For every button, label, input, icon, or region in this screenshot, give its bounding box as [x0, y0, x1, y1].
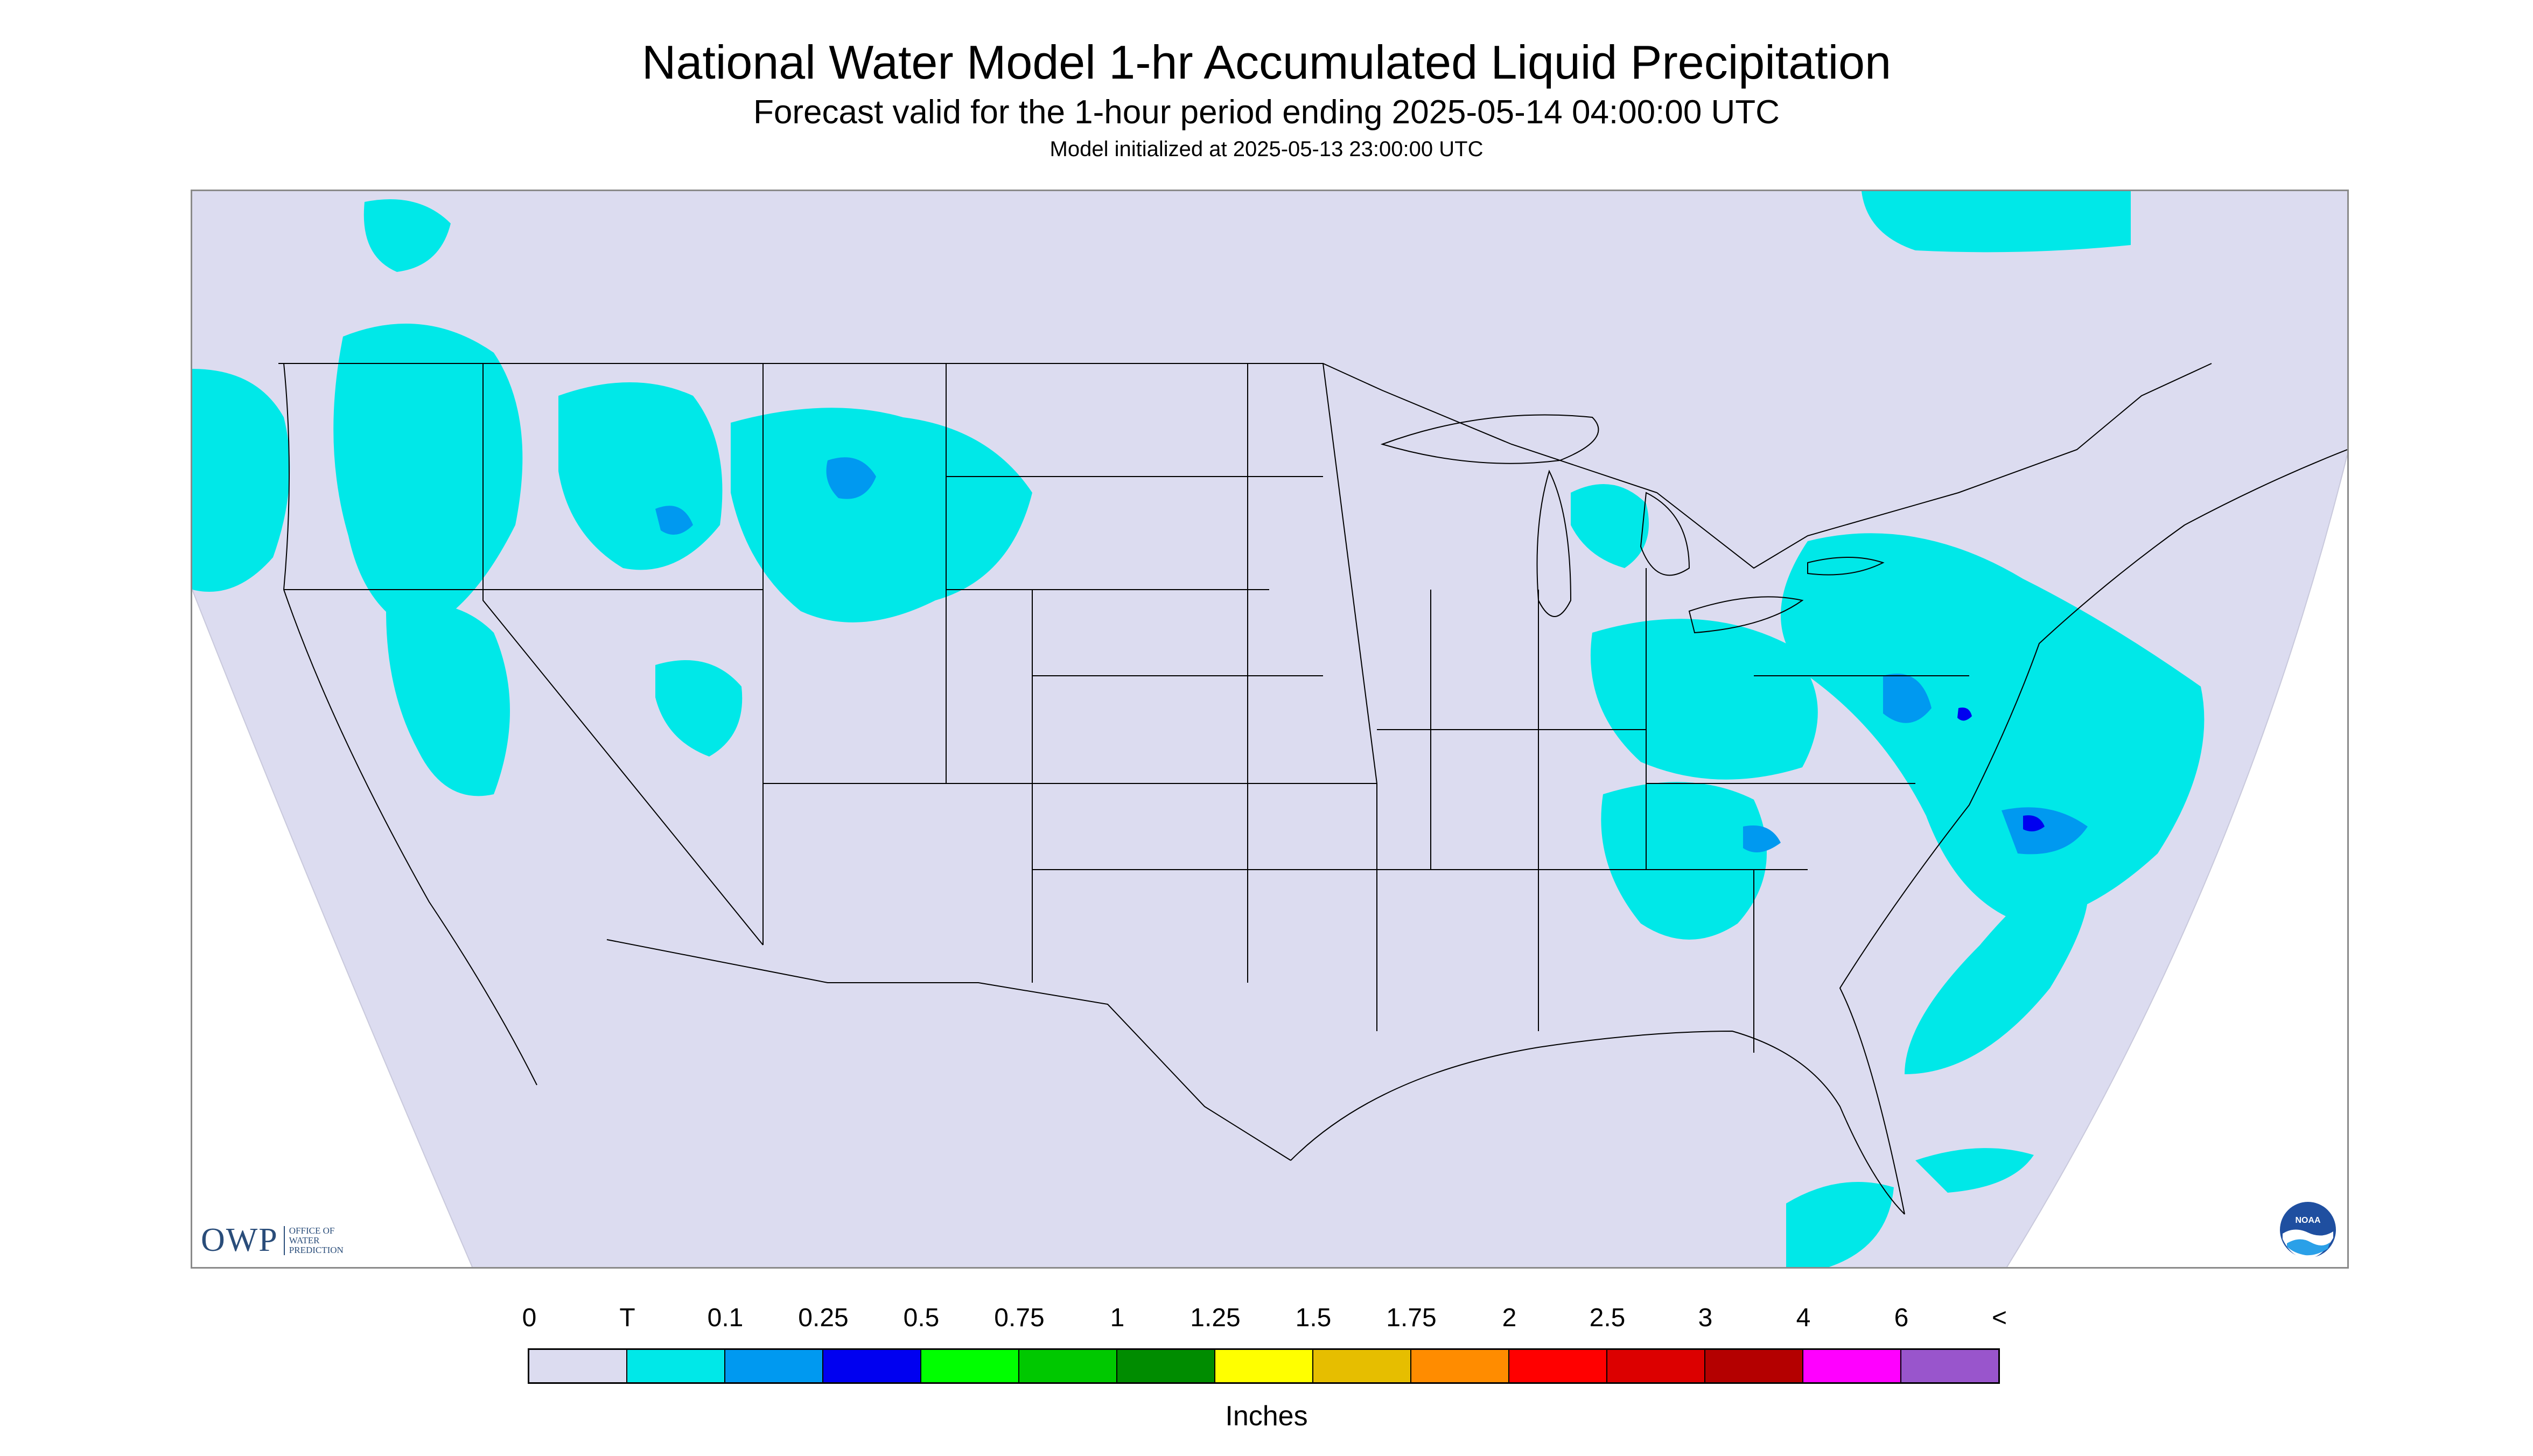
- precip-moderate-offshore: [2023, 815, 2045, 831]
- precip-moderate-areas: [1957, 708, 2045, 831]
- legend-tick-label: 1.25: [1190, 1304, 1241, 1332]
- legend-swatch: [1705, 1350, 1803, 1382]
- lake-michigan: [1536, 470, 1572, 617]
- legend-swatch: [1313, 1350, 1411, 1382]
- legend-tick-label: 2: [1502, 1304, 1517, 1332]
- lake-erie: [1688, 596, 1804, 634]
- state-lines-east: [1377, 568, 1969, 1053]
- legend-swatch: [1509, 1350, 1607, 1382]
- legend-tick-label: 0.25: [798, 1304, 849, 1332]
- precip-area-atlantic-band: [1905, 864, 2089, 1074]
- owp-logo-text: OFFICE OF WATER PREDICTION: [283, 1226, 359, 1255]
- lake-superior: [1380, 414, 1599, 464]
- legend-swatch: [1215, 1350, 1313, 1382]
- legend-tick-label: 6: [1894, 1304, 1909, 1332]
- state-lines-west: [284, 363, 1269, 983]
- legend-tick-label: T: [619, 1304, 635, 1332]
- us-canada-border: [278, 363, 2212, 569]
- precip-area-canada-north: [363, 199, 451, 272]
- precip-area-michigan: [1571, 484, 1649, 568]
- legend-tick-label: 0.5: [903, 1304, 940, 1332]
- legend-swatch: [529, 1350, 627, 1382]
- precip-light-mid-atlantic: [1883, 674, 1932, 723]
- precipitation-map: OWP OFFICE OF WATER PREDICTION NOAA: [191, 190, 2349, 1269]
- lake-huron: [1640, 492, 1690, 576]
- owp-logo: OWP OFFICE OF WATER PREDICTION: [201, 1221, 359, 1259]
- legend-tick-label: 0.1: [707, 1304, 744, 1332]
- owp-logo-mark: OWP: [201, 1222, 278, 1258]
- west-coast: [283, 363, 537, 1086]
- legend-swatch: [1117, 1350, 1215, 1382]
- legend-swatch: [1607, 1350, 1705, 1382]
- precip-trace-areas: [192, 191, 2205, 1267]
- legend-swatches: [528, 1348, 2000, 1384]
- us-mexico-border: [606, 939, 1291, 1161]
- projection-edge: [192, 454, 2347, 1267]
- map-canvas: [192, 191, 2347, 1267]
- legend-swatch: [1019, 1350, 1117, 1382]
- state-lines-central: [946, 363, 1377, 1031]
- precip-area-montana-wyoming: [731, 408, 1032, 622]
- precip-area-northeast-main: [1781, 533, 2205, 923]
- legend-units-label: Inches: [1225, 1401, 1308, 1432]
- legend-tick-label: <: [1991, 1304, 2007, 1332]
- legend-tick-label: 1.75: [1386, 1304, 1437, 1332]
- precip-area-pacific-nw: [192, 369, 290, 592]
- precip-area-southeast: [1601, 782, 1767, 940]
- legend-swatch: [1411, 1350, 1509, 1382]
- legend-tick-label: 0.75: [994, 1304, 1045, 1332]
- legend-swatch: [725, 1350, 823, 1382]
- precip-area-ohio-valley: [1590, 619, 1818, 780]
- legend-tick-label: 0: [522, 1304, 537, 1332]
- precip-moderate-chesapeake: [1957, 708, 1972, 721]
- forecast-valid-subtitle: Forecast valid for the 1-hour period end…: [753, 94, 1780, 131]
- gulf-coast: [1290, 1030, 1905, 1215]
- precip-light-carolinas: [1743, 825, 1781, 852]
- legend-swatch: [921, 1350, 1019, 1382]
- legend-tick-label: 4: [1796, 1304, 1811, 1332]
- precip-light-idaho: [655, 506, 693, 535]
- precip-area-gulf-atlantic: [1915, 1148, 2034, 1193]
- precip-light-montana: [826, 457, 876, 499]
- precip-area-utah: [655, 660, 743, 757]
- precip-area-quebec: [1862, 191, 2131, 253]
- legend-tick-label: 1: [1110, 1304, 1125, 1332]
- map-title: National Water Model 1-hr Accumulated Li…: [641, 36, 1892, 89]
- legend-swatch: [1901, 1350, 1998, 1382]
- precip-area-great-basin: [386, 604, 510, 796]
- legend-tick-label: 1.5: [1295, 1304, 1332, 1332]
- boundaries: [278, 363, 2347, 1215]
- precip-area-bahamas: [1786, 1182, 1894, 1267]
- model-init-label: Model initialized at 2025-05-13 23:00:00…: [1049, 137, 1484, 161]
- legend-tick-label: 3: [1698, 1304, 1713, 1332]
- noaa-logo-icon: NOAA: [2280, 1202, 2336, 1258]
- lake-ontario: [1807, 557, 1885, 576]
- noaa-logo-text: NOAA: [2295, 1216, 2321, 1225]
- legend-swatch: [1803, 1350, 1901, 1382]
- atlantic-coast: [1839, 449, 2347, 1215]
- precip-area-nw-interior: [333, 324, 523, 633]
- legend-swatch: [627, 1350, 725, 1382]
- legend-swatch: [823, 1350, 921, 1382]
- legend-tick-label: 2.5: [1589, 1304, 1626, 1332]
- great-lakes: [1380, 414, 1885, 634]
